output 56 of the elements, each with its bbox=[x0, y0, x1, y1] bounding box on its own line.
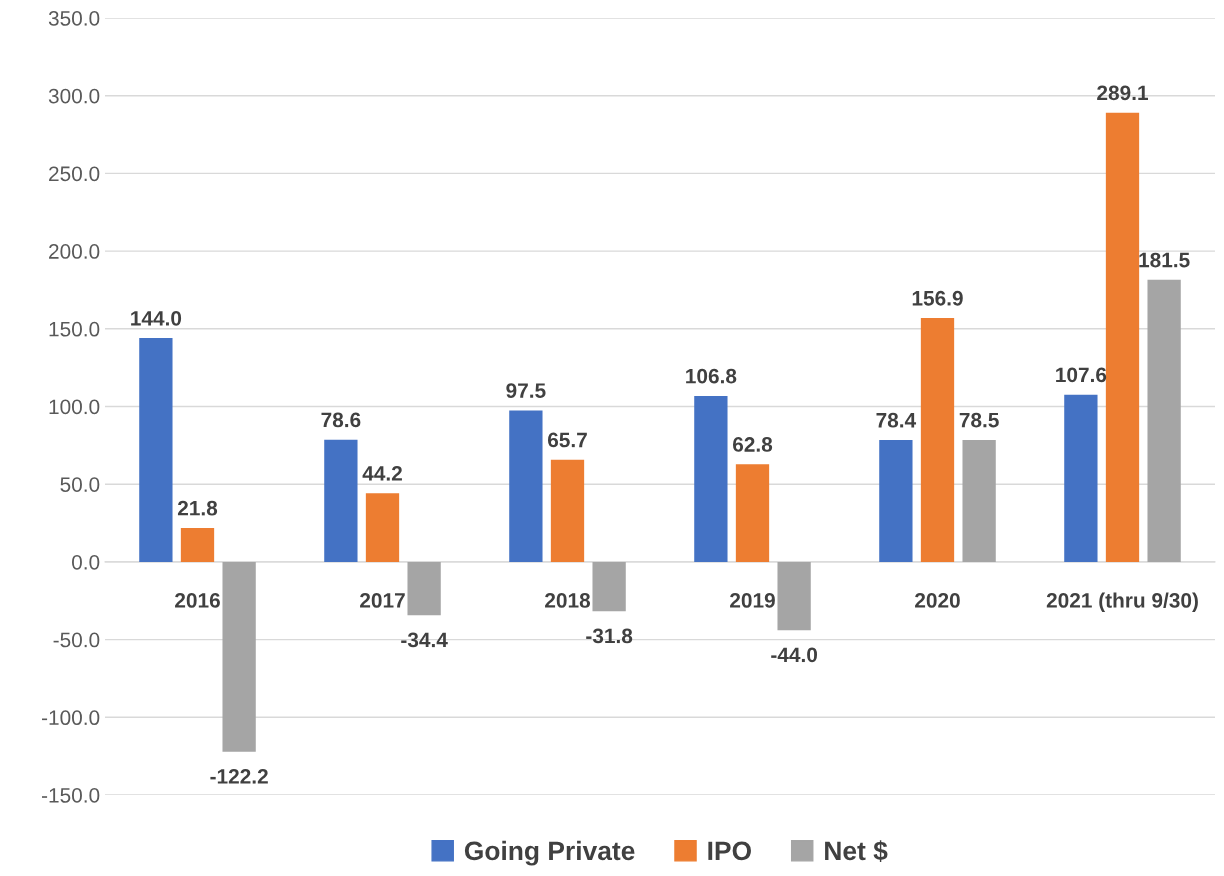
bar bbox=[777, 561, 811, 631]
bar bbox=[509, 410, 543, 562]
x-tick-label: 2021 (thru 9/30) bbox=[1046, 592, 1198, 612]
bar bbox=[735, 464, 770, 562]
y-tick-label: -50.0 bbox=[53, 632, 100, 648]
data-label: 106.8 bbox=[686, 368, 737, 384]
x-tick-label: 2018 bbox=[545, 593, 591, 608]
bar bbox=[365, 493, 400, 562]
y-tick-label: 0.0 bbox=[71, 554, 100, 570]
bar bbox=[879, 440, 913, 562]
data-label: -122.2 bbox=[210, 769, 268, 784]
data-label: 21.8 bbox=[177, 500, 218, 516]
bar bbox=[1064, 394, 1098, 562]
data-label: 289.1 bbox=[1097, 85, 1148, 101]
bar bbox=[1105, 112, 1140, 562]
legend-label: Net $ bbox=[825, 840, 888, 862]
data-label: 181.5 bbox=[1139, 252, 1190, 268]
data-label: 65.7 bbox=[547, 432, 587, 448]
data-label: 44.2 bbox=[362, 466, 402, 481]
data-label: 78.5 bbox=[959, 412, 999, 428]
y-tick-label: 200.0 bbox=[49, 244, 100, 259]
bar bbox=[920, 318, 955, 562]
y-tick-label: 100.0 bbox=[49, 399, 100, 415]
data-label: -31.8 bbox=[586, 628, 633, 644]
x-tick-label: 2019 bbox=[730, 593, 775, 608]
bar bbox=[222, 561, 256, 752]
bar bbox=[139, 338, 173, 562]
data-label: 78.4 bbox=[876, 412, 917, 428]
x-tick-label: 2017 bbox=[360, 593, 405, 608]
data-label: 62.8 bbox=[732, 437, 773, 452]
data-label: 156.9 bbox=[912, 290, 963, 306]
y-tick-label: 250.0 bbox=[49, 166, 100, 182]
y-tick-label: 50.0 bbox=[60, 477, 100, 492]
x-tick-label: 2016 bbox=[175, 593, 220, 608]
x-tick-label: 2020 bbox=[915, 593, 960, 608]
y-tick-label: -150.0 bbox=[42, 788, 100, 803]
bar bbox=[694, 395, 728, 562]
bar bbox=[592, 561, 626, 612]
data-label: 97.5 bbox=[506, 383, 546, 398]
y-tick-label: 150.0 bbox=[49, 321, 100, 337]
data-label: 107.6 bbox=[1056, 367, 1107, 383]
legend-label: IPO bbox=[708, 841, 751, 861]
bar bbox=[962, 439, 996, 562]
bar bbox=[1147, 279, 1181, 562]
bar bbox=[550, 459, 585, 562]
y-tick-label: 300.0 bbox=[48, 88, 100, 104]
legend-label: Going Private bbox=[464, 840, 635, 866]
bar bbox=[324, 439, 358, 562]
data-label: -34.4 bbox=[401, 632, 448, 648]
bar bbox=[180, 528, 215, 562]
bar bbox=[407, 561, 441, 616]
y-tick-label: 350.0 bbox=[48, 11, 100, 26]
data-label: 78.6 bbox=[321, 412, 361, 428]
data-label: -44.0 bbox=[771, 647, 818, 663]
data-label: 144.0 bbox=[131, 310, 182, 326]
y-tick-label: -100.0 bbox=[42, 710, 100, 726]
